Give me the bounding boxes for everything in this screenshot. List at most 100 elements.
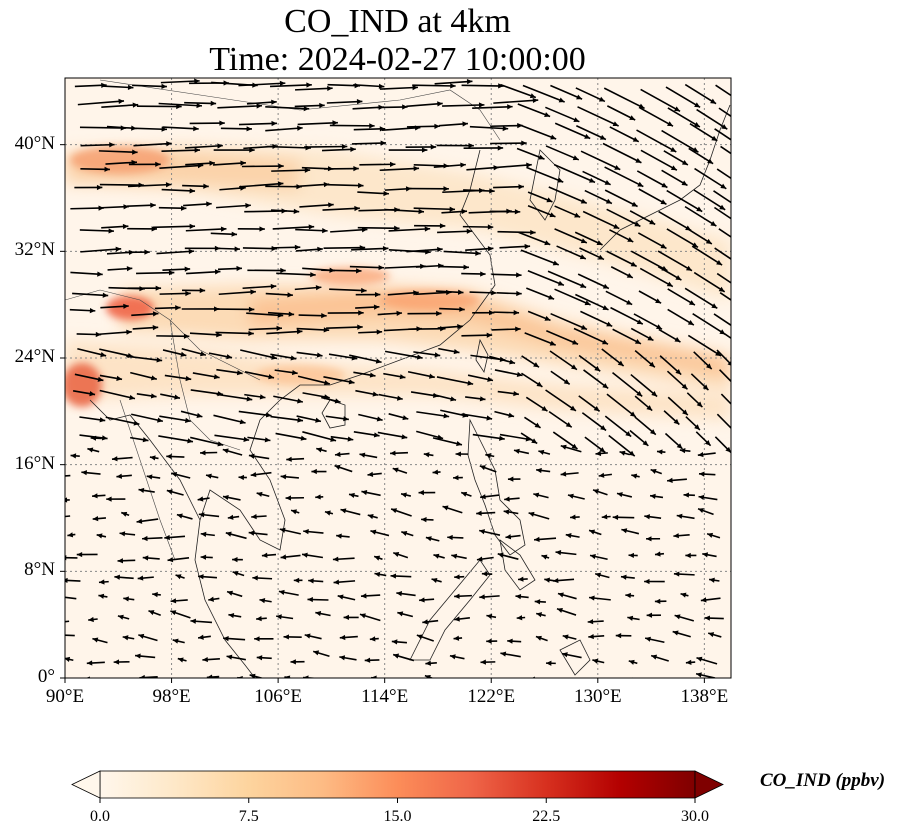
wind-arrow-head <box>323 327 330 333</box>
wind-arrow-head <box>548 294 555 300</box>
wind-arrow-shaft <box>406 248 443 253</box>
wind-arrow-shaft <box>388 227 431 232</box>
wind-arrow-head <box>315 494 321 500</box>
wind-arrow-shaft <box>716 272 731 284</box>
wind-arrow-head <box>436 310 442 317</box>
wind-arrow-shaft <box>406 125 440 128</box>
wind-arrow-head <box>744 210 750 215</box>
wind-arrow-shaft <box>606 208 641 228</box>
wind-arrow-head <box>430 144 437 150</box>
wind-arrow-head <box>595 450 602 457</box>
wind-arrow-head <box>541 554 548 560</box>
wind-arrow-head <box>646 612 653 618</box>
lat-tick-label: 32°N <box>14 239 55 261</box>
wind-arrow-head <box>117 614 124 620</box>
wind-arrow-head <box>390 573 397 579</box>
wind-arrow-head <box>172 638 179 644</box>
wind-arrow-head <box>99 417 106 423</box>
wind-arrow-shaft <box>326 100 363 104</box>
wind-arrow-shaft <box>434 80 473 85</box>
wind-arrow-head <box>676 513 683 519</box>
wind-arrow-shaft <box>582 210 620 230</box>
wind-arrow-head <box>660 243 667 249</box>
wind-arrow-head <box>116 473 123 479</box>
wind-arrow-shaft <box>527 270 565 286</box>
axis-ticks <box>60 144 705 683</box>
wind-arrow-head <box>742 289 748 294</box>
wind-arrow-shaft <box>546 330 579 345</box>
wind-arrow-shaft <box>190 436 224 446</box>
wind-arrow-shaft <box>184 144 223 149</box>
wind-arrow-head <box>294 244 301 250</box>
wind-arrow-head <box>727 360 731 366</box>
wind-arrow-shaft <box>545 389 577 412</box>
wind-arrow-head <box>421 517 427 523</box>
wind-arrow-shaft <box>494 163 532 169</box>
wind-arrow-head <box>376 416 383 422</box>
lon-tick-label: 98°E <box>152 686 191 707</box>
wind-arrow-head <box>546 197 553 203</box>
wind-arrow-shaft <box>379 86 418 90</box>
wind-arrow-shaft <box>691 245 723 266</box>
lon-tick-label: 90°E <box>45 686 85 707</box>
wind-arrow-shaft <box>330 228 368 233</box>
wind-arrow-shaft <box>242 247 278 250</box>
wind-arrow-head <box>193 126 199 132</box>
wind-arrow-head <box>304 633 311 639</box>
wind-arrow-head <box>254 636 260 642</box>
wind-arrow-head <box>86 660 93 666</box>
wind-arrow-shaft <box>412 84 456 87</box>
wind-arrow-head <box>200 450 206 456</box>
wind-arrow-head <box>569 680 575 685</box>
wind-arrow-head <box>175 574 182 580</box>
wind-arrow-head <box>504 496 510 502</box>
wind-arrow-head <box>634 221 641 227</box>
wind-arrow-head <box>463 264 469 270</box>
wind-arrow-head <box>487 376 494 382</box>
lat-tick-label: 0° <box>37 666 55 687</box>
wind-arrow-head <box>425 536 432 542</box>
wind-arrow-head <box>150 393 157 399</box>
wind-arrow-head <box>249 147 255 153</box>
wind-arrow-head <box>479 529 486 535</box>
lat-tick-label: 24°N <box>14 346 55 367</box>
wind-arrow-head <box>149 455 156 461</box>
wind-arrow-shaft <box>216 393 253 401</box>
wind-arrow-shaft <box>77 100 125 106</box>
wind-arrow-head <box>277 181 284 187</box>
wind-arrow-head <box>516 615 523 621</box>
wind-arrow-head <box>589 595 595 601</box>
wind-arrow-shaft <box>693 271 726 293</box>
wind-arrow-head <box>573 117 580 122</box>
wind-arrow-head <box>507 638 513 644</box>
wind-arrow-head <box>697 451 704 458</box>
wind-arrow-head <box>164 534 170 541</box>
wind-arrow-shaft <box>415 291 452 296</box>
wind-arrow-head <box>667 121 674 127</box>
wind-arrow-shaft <box>636 170 668 189</box>
wind-arrow-shaft <box>238 122 277 126</box>
wind-arrow-shaft <box>719 292 731 301</box>
wind-arrow-head <box>373 304 380 310</box>
wind-arrow-head <box>393 653 400 659</box>
wind-arrow-shaft <box>548 186 588 204</box>
wind-arrow-head <box>360 593 367 599</box>
wind-arrow-head <box>635 158 642 163</box>
wind-arrow-head <box>428 373 435 379</box>
wind-arrow-head <box>694 102 701 108</box>
wind-arrow-head <box>334 398 341 404</box>
wind-arrow-head <box>460 162 466 168</box>
wind-arrow-shaft <box>131 127 168 131</box>
wind-arrow-shaft <box>185 228 227 232</box>
wind-arrow-shaft <box>216 204 251 209</box>
wind-arrow-head <box>106 496 112 502</box>
wind-arrow-head <box>627 237 634 242</box>
wind-arrow-head <box>200 531 207 537</box>
wind-arrow-head <box>139 674 145 678</box>
wind-arrow-head <box>170 598 177 604</box>
wind-arrow-head <box>350 146 356 152</box>
wind-arrow-shaft <box>99 348 134 358</box>
wind-arrow-shaft <box>636 129 677 153</box>
wind-arrow-shaft <box>265 105 310 110</box>
wind-arrow-head <box>200 351 206 357</box>
